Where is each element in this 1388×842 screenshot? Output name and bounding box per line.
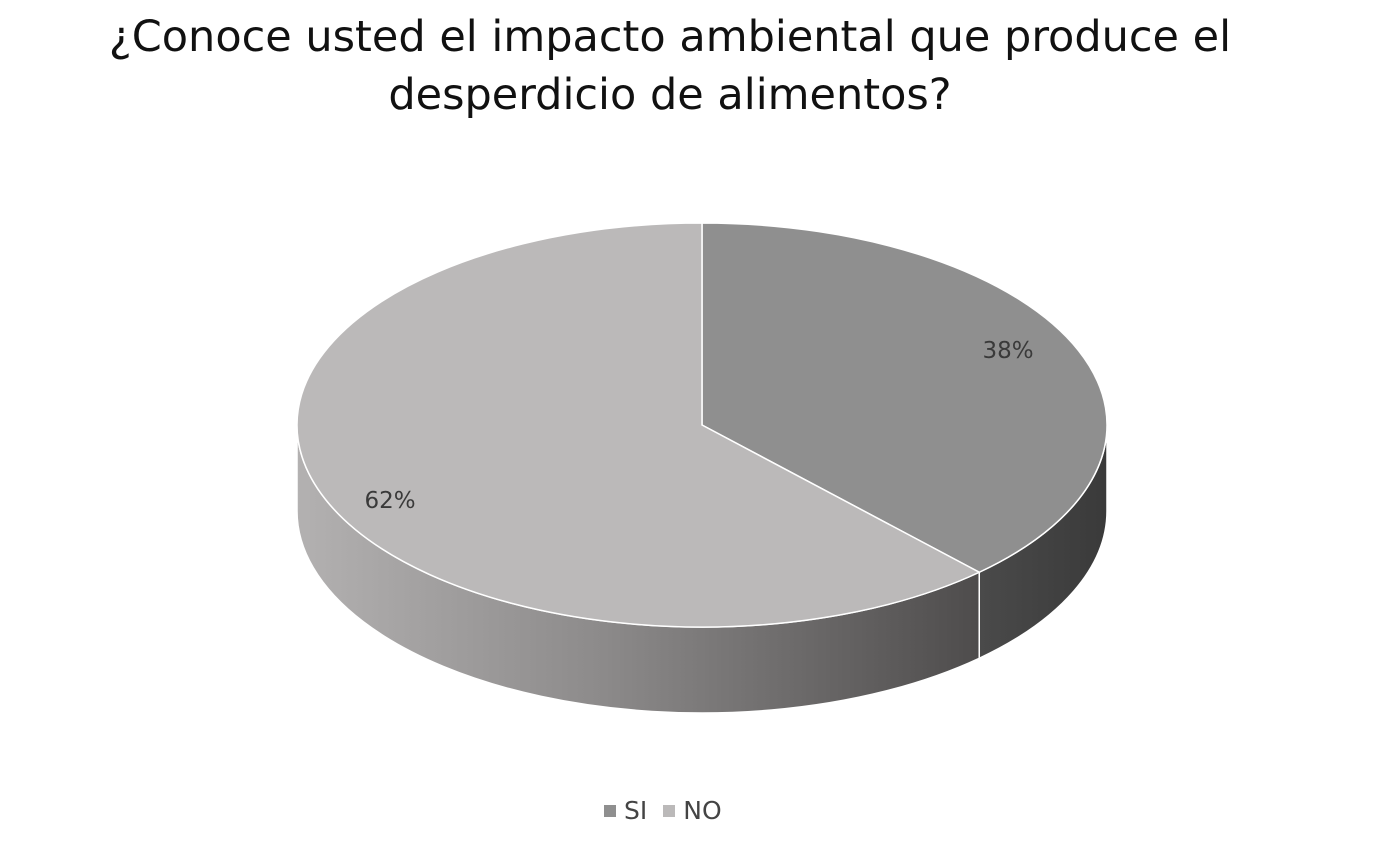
data-label-si: 38% [982,338,1033,364]
chart-title-line-2: desperdicio de alimentos? [388,70,952,120]
legend-swatch-no [663,804,676,817]
legend-label-no: NO [683,796,722,825]
legend-swatch-si [604,804,616,817]
legend: SI NO [604,796,738,825]
legend-item-si: SI [604,796,647,825]
pie-slice-si [701,222,1108,574]
chart-title-line-1: ¿Conoce usted el impacto ambiental que p… [108,12,1232,62]
pie-slice-no [296,222,981,628]
legend-label-si: SI [624,796,648,825]
chart-title: ¿Conoce usted el impacto ambiental que p… [0,8,1340,124]
data-label-no: 62% [364,488,415,514]
legend-item-no: NO [663,796,722,825]
